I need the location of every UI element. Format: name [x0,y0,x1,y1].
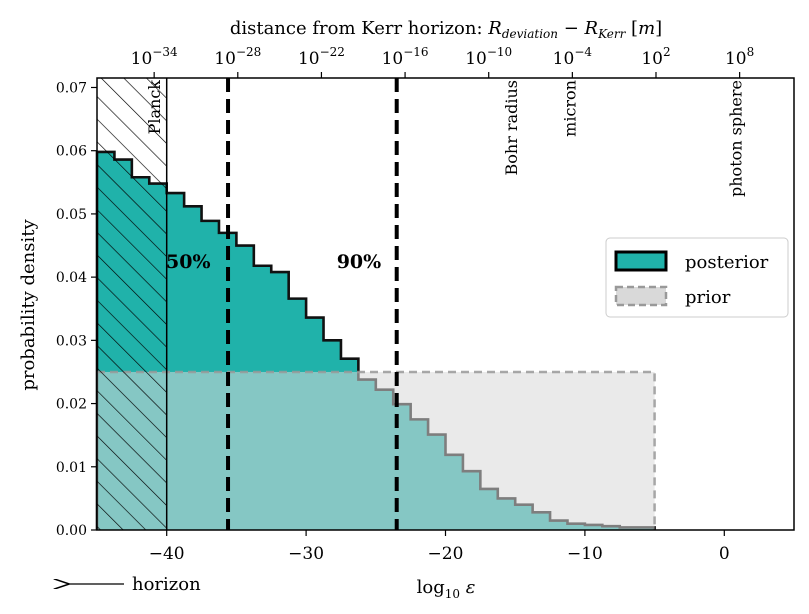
legend: posterior prior [605,237,789,318]
reference-lines [165,78,399,530]
posterior-bars [95,150,656,531]
x-tick-label: −30 [288,544,324,564]
horizon-label: horizon [132,574,201,595]
y-tick-label: 0.03 [56,333,87,349]
top-tick-label: 10−34 [131,45,178,69]
top-tick-label: 102 [641,45,670,69]
prior-outline [97,370,656,530]
hatch-fill [97,78,167,530]
annotations: 50% 90% Planck Bohr radius micron photon sphe… [145,80,745,273]
y-tick-label: 0.02 [56,397,87,413]
top-tick-label: 108 [725,45,754,69]
legend-label-prior: prior [685,287,731,308]
top-tick-label: 10−4 [553,45,593,69]
x-tick-label: 0 [719,544,730,564]
legend-label-posterior: posterior [685,252,769,273]
sub-planck-hatched-region [97,78,167,530]
legend-swatch-posterior [614,250,668,272]
top-tick-label: 10−16 [382,45,429,69]
x-tick-label: −20 [428,544,464,564]
y-tick-label: 0.04 [56,270,87,286]
top-tick-label: 10−22 [298,45,345,69]
y-tick-label: 0.05 [56,207,87,223]
percentile-label: 90% [337,251,382,273]
top-axis-label: distance from Kerr horizon: Rdeviation −… [230,18,662,41]
y-tick-label: 0.01 [56,460,87,476]
legend-swatch-prior [614,285,668,307]
y-axis-label: probability density [18,219,39,391]
y-tick-label: 0.00 [56,523,87,539]
percentile-label: 50% [166,251,211,273]
scale-annotation: photon sphere [726,80,745,197]
scale-annotation: micron [561,80,580,137]
x-tick-label: −10 [567,544,603,564]
scale-annotation: Bohr radius [502,80,521,176]
scale-annotation: Planck [145,80,164,135]
prior-fill [97,371,655,530]
y-tick-label: 0.07 [56,80,87,96]
x-axis-label: log10 ε [417,577,476,601]
axes: −40 −30 −20 −10 0 0.00 0.01 0.02 0.03 0.04 0.05 0.0… [56,45,795,564]
x-tick-label: −40 [149,544,185,564]
top-tick-label: 10−10 [465,45,512,69]
top-tick-label: 10−28 [214,45,261,69]
y-tick-label: 0.06 [56,144,87,160]
